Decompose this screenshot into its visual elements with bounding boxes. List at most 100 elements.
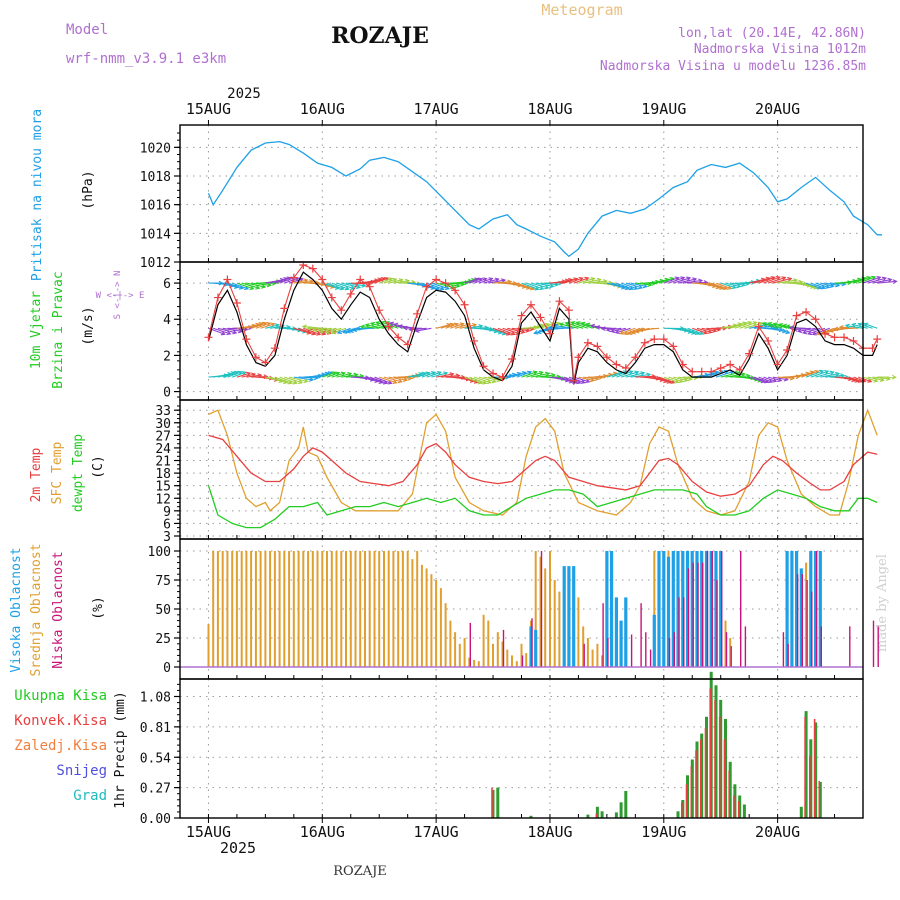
wind-arrow-head — [752, 321, 758, 326]
bar — [235, 551, 238, 667]
bar — [630, 634, 633, 667]
wind-panel: 0 2 4 6 10m Vjetar Brzina i Pravac (m/s) S … — [29, 261, 898, 401]
wind-arrow — [616, 282, 634, 290]
wind-arrow-head — [863, 322, 869, 327]
wind-arrow — [682, 279, 703, 284]
wind-gust-marker — [508, 355, 517, 364]
coords-label: lon,lat (20.14E, 42.86N) — [678, 26, 866, 41]
wind-arrow — [777, 279, 798, 284]
bar — [820, 626, 822, 667]
bar — [849, 626, 851, 667]
wind-arrow-head — [740, 372, 746, 377]
wind-arrow-head — [580, 379, 586, 384]
y-tick-label: 4 — [163, 313, 171, 328]
bar — [487, 620, 490, 667]
wind-arrow — [725, 282, 741, 288]
wind-arrow-head — [348, 328, 354, 334]
wind-arrow-head — [538, 370, 544, 376]
bar — [586, 638, 589, 667]
wind-arrow — [758, 276, 775, 284]
wind-arrow-head — [781, 276, 787, 281]
bar — [549, 551, 551, 667]
wind-arrow — [288, 278, 304, 284]
wind-arrow-head — [811, 331, 817, 336]
wind-arrow — [383, 376, 402, 383]
bar — [695, 551, 699, 667]
wind-compass-we: W <-|-> E — [96, 291, 145, 301]
wind-arrow — [288, 376, 308, 383]
bar — [364, 551, 366, 667]
wind-arrow-head — [801, 329, 808, 335]
y-tick-label: 21 — [155, 455, 171, 470]
wind-arrow — [862, 276, 881, 284]
bar — [681, 551, 685, 667]
wind-arrow — [535, 282, 554, 288]
wind-arrow-head — [414, 328, 420, 333]
wind-arrow-head — [633, 285, 639, 290]
bar — [681, 802, 683, 819]
wind-gust-marker — [308, 264, 317, 273]
bar — [681, 800, 685, 818]
wind-arrow — [507, 327, 525, 333]
wind-arrow-head — [241, 371, 247, 376]
wind-arrow — [801, 282, 818, 289]
wind-gust-marker — [754, 322, 763, 331]
wind-arrow — [246, 322, 263, 329]
wind-arrow — [374, 376, 392, 384]
wind-gust-marker — [213, 293, 222, 302]
wind-arrow-head — [680, 276, 686, 281]
wind-gust-marker — [375, 306, 384, 315]
wind-gust-marker — [365, 282, 374, 291]
wind-gust-marker — [697, 367, 706, 376]
top-day-label: 16AUG — [300, 100, 345, 118]
bar — [297, 551, 300, 667]
wind-arrow-head — [619, 330, 625, 335]
wind-gust-marker — [441, 279, 450, 288]
wind-arrow-head — [393, 322, 399, 328]
bar — [392, 551, 395, 667]
wind-arrow-head — [388, 277, 394, 282]
wind-arrow-head — [892, 279, 898, 285]
wind-arrow-head — [698, 278, 704, 284]
wind-arrow — [843, 376, 859, 382]
wind-arrow-head — [844, 323, 850, 329]
wind-arrow-head — [364, 323, 370, 328]
wind-arrow-head — [344, 285, 350, 291]
wind-arrow — [521, 282, 539, 290]
wind-arrow-head — [459, 322, 465, 327]
bar — [439, 588, 442, 667]
wind-arrow — [877, 280, 897, 284]
y-tick-label: 75 — [155, 574, 171, 589]
y-tick-label: 0.81 — [140, 721, 171, 736]
wind-arrow-head — [355, 325, 361, 331]
wind-arrow — [658, 376, 675, 384]
wind-arrow — [549, 326, 569, 329]
y-tick-label: 1018 — [140, 170, 171, 185]
wind-gust-marker — [270, 344, 279, 353]
wind-arrow — [464, 376, 482, 384]
bar — [714, 699, 716, 818]
wind-arrow-head — [544, 371, 551, 377]
wind-arrow — [578, 277, 595, 284]
bar — [506, 649, 509, 667]
wind-gust-marker — [659, 335, 668, 344]
wind-arrow-head — [628, 370, 634, 375]
wind-arrow — [227, 282, 244, 289]
wind-arrow — [576, 321, 593, 329]
bar — [721, 551, 723, 667]
wind-arrow — [630, 373, 651, 378]
wind-arrow — [812, 327, 830, 335]
wind-gust-marker — [583, 338, 592, 347]
wind-arrow — [298, 327, 316, 335]
wind-arrow-head — [595, 325, 601, 330]
sfc-ylabel: SFC Temp — [50, 442, 65, 505]
bar — [601, 655, 604, 667]
wind-arrow — [758, 376, 773, 383]
legend-conv-rain: Konvek.Kisa — [14, 713, 107, 729]
wind-arrow-head — [316, 331, 322, 336]
bar — [501, 641, 504, 667]
wind-arrow-head — [534, 285, 540, 291]
wind-arrow-head — [232, 329, 238, 335]
wind-arrow — [464, 325, 483, 329]
wind-arrow-head — [226, 330, 232, 336]
